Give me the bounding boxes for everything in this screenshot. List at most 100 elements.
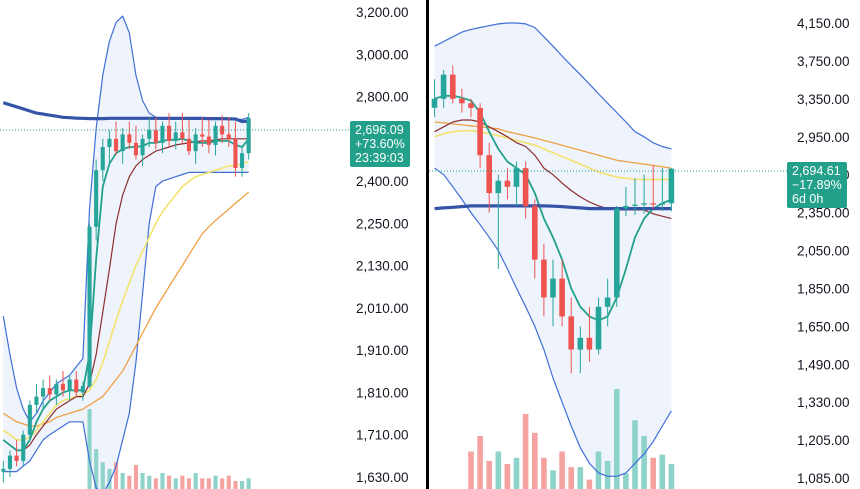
right-candle-body	[477, 107, 483, 156]
left-chart-panel[interactable]: 3,200.003,000.002,800.002,600.002,400.00…	[0, 5, 409, 489]
left-candle-body	[180, 132, 185, 139]
left-candle-body	[206, 136, 211, 145]
left-axis-tick-label: 1,910.00	[356, 343, 409, 358]
left-candle-body	[186, 138, 191, 152]
right-axis-tick-label: 3,350.00	[797, 92, 850, 107]
right-volume-bar	[595, 451, 602, 489]
left-volume-bar	[206, 478, 211, 489]
left-candle-body	[67, 379, 72, 391]
right-candle-body	[623, 205, 629, 209]
left-plot-area	[1, 15, 251, 489]
right-volume-bar	[568, 467, 574, 489]
right-volume-bar	[541, 457, 547, 489]
left-axis-tick-label: 1,710.00	[356, 428, 409, 443]
left-volume-bar	[220, 478, 225, 489]
left-candle-body	[74, 379, 79, 393]
left-candle-body	[41, 388, 46, 397]
right-volume-bar	[586, 479, 593, 489]
right-volume-bar	[604, 460, 611, 489]
left-volume-bar	[193, 473, 198, 489]
left-ma-yellow	[2, 160, 249, 441]
left-candle-body	[167, 125, 172, 141]
right-ma-blue-thick	[434, 204, 672, 211]
left-axis-tick-label: 3,200.00	[356, 5, 409, 20]
left-candle-body	[34, 396, 39, 405]
left-volume-bar	[133, 465, 138, 489]
right-volume-bar	[659, 454, 666, 489]
left-volume-bar	[107, 469, 112, 489]
right-volume-bar	[477, 435, 483, 489]
left-candle-body	[133, 142, 138, 156]
right-axis-tick-label: 1,085.00	[797, 471, 850, 486]
right-axis-tick-label: 2,050.00	[797, 244, 850, 259]
left-volume-bar	[100, 462, 105, 489]
right-candle-body	[450, 74, 456, 99]
right-axis-tick-label: 1,850.00	[797, 281, 850, 296]
right-candle-body	[541, 259, 547, 298]
left-ma-blue-thick	[2, 101, 249, 124]
left-volume-bar	[180, 475, 185, 489]
right-volume-bar	[668, 464, 675, 489]
right-chart-panel[interactable]: 4,150.003,750.003,350.002,950.002,650.00…	[429, 16, 850, 489]
right-axis-tick-label: 1,490.00	[797, 357, 850, 372]
left-volume-bar	[114, 462, 119, 489]
left-candle-body	[120, 134, 125, 152]
left-candle-body	[153, 130, 158, 143]
right-candle-body	[559, 278, 565, 317]
right-candle-body	[568, 316, 574, 350]
left-candle-body	[200, 134, 205, 137]
left-axis-tick-label: 2,010.00	[356, 301, 409, 316]
left-candle-body	[246, 118, 251, 154]
right-volume-bar	[623, 473, 629, 489]
left-candle-body	[47, 388, 52, 395]
right-volume-bar	[550, 470, 556, 489]
right-plot-area	[431, 22, 675, 489]
right-volume-bar	[513, 457, 520, 489]
panel-divider	[426, 0, 429, 489]
left-candle-body	[127, 134, 132, 143]
left-candle-body	[233, 138, 238, 168]
left-volume-bar	[213, 475, 218, 489]
right-volume-bar	[577, 467, 584, 489]
left-candle-body	[226, 134, 231, 139]
left-candle-body	[193, 134, 198, 152]
left-volume-bar	[160, 473, 165, 489]
right-axis-tick-label: 3,750.00	[797, 54, 850, 69]
left-candle-body	[1, 468, 6, 472]
left-last-price: 2,696.09	[355, 123, 404, 137]
right-ma-yellow	[434, 129, 672, 181]
right-candle-body	[650, 203, 656, 205]
right-axis-tick-label: 2,950.00	[797, 130, 850, 145]
left-axis-tick-label: 2,400.00	[356, 174, 409, 189]
left-axis-tick-label: 1,810.00	[356, 386, 409, 401]
left-candle-body	[140, 138, 145, 156]
right-volume-bar	[468, 451, 474, 489]
left-change-percent: +73.60%	[355, 137, 405, 151]
left-candle-body	[160, 125, 165, 143]
left-candle-body	[80, 386, 85, 393]
right-candle-body	[641, 203, 647, 205]
left-candle-body	[14, 455, 19, 461]
right-candle-body	[513, 168, 520, 187]
right-candle-body	[604, 297, 611, 307]
right-candle-body	[486, 155, 492, 194]
right-volume-bar	[614, 389, 620, 489]
left-candle-body	[213, 125, 218, 145]
right-axis-tick-label: 1,650.00	[797, 319, 850, 334]
left-volume-bar	[200, 478, 205, 489]
left-volume-bar	[147, 475, 152, 489]
left-candle-body	[21, 434, 26, 461]
left-volume-bar	[167, 475, 172, 489]
right-bollinger-lower	[434, 167, 672, 477]
right-candle-body	[504, 180, 511, 187]
right-volume-bar	[522, 414, 529, 489]
right-axis-tick-label: 4,150.00	[797, 16, 850, 31]
right-candle-body	[459, 98, 465, 104]
right-axis-tick-label: 1,330.00	[797, 395, 850, 410]
right-candle-body	[440, 74, 447, 99]
left-axis-tick-label: 1,630.00	[356, 470, 409, 485]
left-candle-body	[7, 455, 12, 469]
right-axis-tick-label: 2,350.00	[797, 206, 850, 221]
right-candle-body	[659, 203, 666, 205]
